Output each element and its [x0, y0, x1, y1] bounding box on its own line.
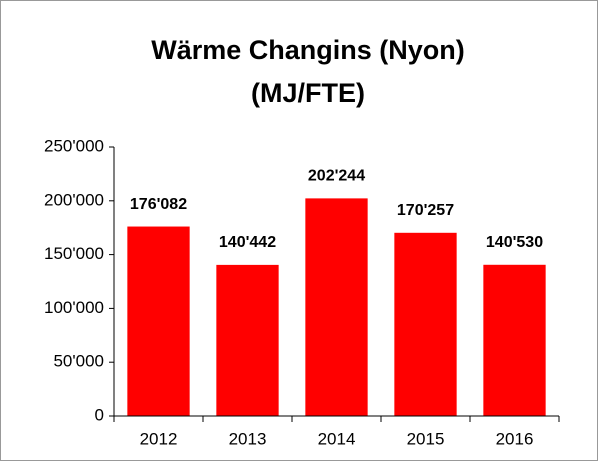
bar [483, 264, 546, 416]
bar [127, 226, 190, 416]
data-label: 170'257 [397, 202, 454, 219]
y-tick-label: 200'000 [44, 190, 104, 209]
bar [305, 198, 368, 416]
data-label: 140'442 [219, 234, 276, 251]
x-tick-label: 2015 [407, 429, 445, 448]
data-label: 202'244 [308, 168, 365, 185]
chart-title: Wärme Changins (Nyon) [151, 35, 465, 65]
y-tick-label: 0 [95, 405, 104, 424]
chart-title: (MJ/FTE) [251, 78, 365, 108]
y-tick-label: 150'000 [44, 244, 104, 263]
data-label: 140'530 [486, 234, 543, 251]
y-tick-label: 250'000 [44, 136, 104, 155]
bar [216, 264, 279, 416]
y-tick-label: 50'000 [53, 352, 104, 371]
x-tick-label: 2013 [229, 429, 267, 448]
x-tick-label: 2016 [496, 429, 534, 448]
x-tick-label: 2014 [318, 429, 356, 448]
y-tick-label: 100'000 [44, 298, 104, 317]
x-tick-label: 2012 [140, 429, 178, 448]
data-label: 176'082 [130, 196, 187, 213]
bar [394, 232, 457, 416]
